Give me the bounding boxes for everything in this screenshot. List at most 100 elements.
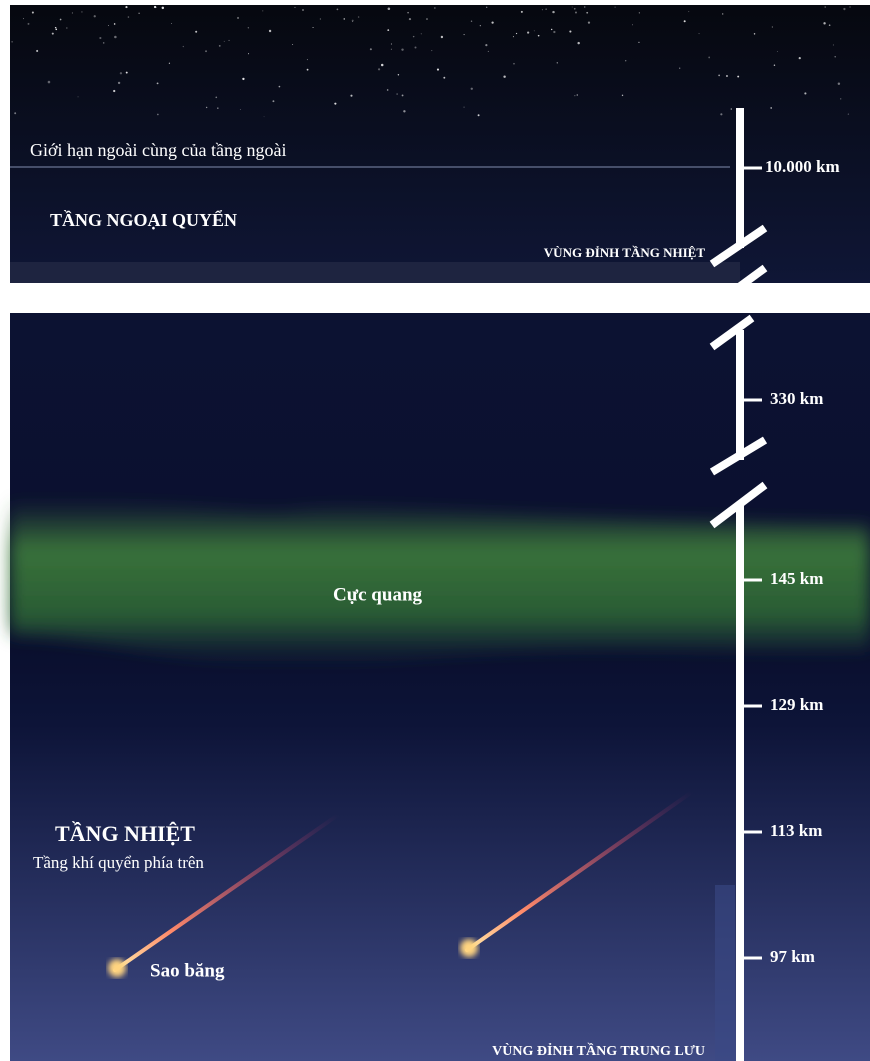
- star: [520, 10, 523, 13]
- star: [512, 36, 514, 38]
- star: [574, 95, 576, 97]
- star: [552, 10, 555, 14]
- star: [386, 89, 389, 91]
- star: [156, 82, 159, 85]
- altitude-axis: [709, 108, 768, 1061]
- star: [614, 6, 616, 8]
- star: [574, 11, 577, 14]
- star: [571, 6, 573, 8]
- star: [306, 68, 309, 71]
- star: [390, 48, 392, 50]
- star: [387, 29, 390, 32]
- stars: [11, 5, 851, 118]
- star: [93, 15, 96, 18]
- star: [138, 12, 140, 14]
- star: [351, 21, 353, 23]
- star: [730, 108, 733, 110]
- star: [401, 94, 404, 97]
- scale-label: 97 km: [770, 947, 815, 966]
- star: [247, 27, 250, 29]
- star: [306, 59, 308, 61]
- star: [824, 6, 826, 8]
- star: [773, 64, 776, 66]
- star: [390, 43, 392, 45]
- star: [573, 7, 576, 10]
- star: [294, 6, 296, 8]
- star: [771, 26, 774, 28]
- star: [638, 12, 640, 14]
- star: [513, 62, 515, 65]
- star: [503, 75, 506, 78]
- star: [515, 32, 518, 35]
- star: [823, 22, 826, 25]
- star: [737, 75, 740, 78]
- star: [205, 106, 208, 109]
- star: [36, 49, 39, 53]
- star: [380, 63, 384, 67]
- star: [77, 96, 79, 98]
- aurora: [10, 499, 870, 666]
- scale-label: 145 km: [770, 569, 823, 588]
- star: [470, 20, 473, 22]
- star: [107, 25, 109, 26]
- star: [195, 30, 198, 33]
- star: [407, 11, 409, 14]
- star: [113, 89, 116, 93]
- layer-title: TẦNG NHIỆT: [55, 821, 195, 846]
- star: [541, 9, 543, 11]
- star: [470, 87, 473, 90]
- star: [377, 68, 381, 71]
- star: [683, 20, 686, 23]
- star: [776, 51, 778, 53]
- star: [679, 67, 681, 69]
- meteor: [108, 790, 694, 977]
- star: [479, 25, 481, 27]
- star: [403, 110, 406, 113]
- star: [551, 28, 553, 31]
- star: [545, 8, 547, 10]
- star: [182, 45, 184, 48]
- star: [125, 6, 128, 9]
- star: [369, 48, 372, 51]
- star: [426, 18, 428, 20]
- star: [51, 32, 54, 35]
- star: [725, 74, 728, 78]
- star: [434, 7, 436, 9]
- layer-subtitle: Tầng khí quyển phía trên: [33, 853, 204, 872]
- star: [420, 33, 422, 35]
- scale-label: 113 km: [770, 821, 822, 840]
- scale-label: 10.000 km: [765, 157, 840, 176]
- star: [350, 94, 353, 97]
- star: [387, 7, 391, 11]
- star: [414, 46, 417, 49]
- star: [396, 93, 398, 95]
- star: [828, 24, 831, 27]
- star: [587, 21, 591, 24]
- panel-shade: [715, 885, 735, 1061]
- star: [334, 102, 337, 105]
- star: [625, 60, 627, 62]
- star: [576, 94, 578, 96]
- star: [477, 114, 480, 117]
- star: [412, 35, 415, 38]
- star: [537, 34, 540, 37]
- star: [113, 23, 116, 25]
- star: [553, 30, 556, 34]
- star: [436, 68, 440, 71]
- star: [248, 53, 250, 55]
- star: [718, 74, 721, 77]
- star: [217, 107, 219, 109]
- star: [99, 36, 102, 40]
- star: [397, 74, 400, 76]
- star: [721, 13, 724, 15]
- star: [720, 113, 723, 116]
- star: [843, 7, 846, 11]
- star: [153, 5, 157, 9]
- star: [228, 39, 230, 41]
- star: [708, 56, 711, 59]
- star: [59, 18, 62, 21]
- star: [263, 116, 265, 118]
- star: [119, 72, 123, 75]
- exosphere-panel: [10, 5, 870, 283]
- meteor-label: Sao băng: [150, 960, 225, 981]
